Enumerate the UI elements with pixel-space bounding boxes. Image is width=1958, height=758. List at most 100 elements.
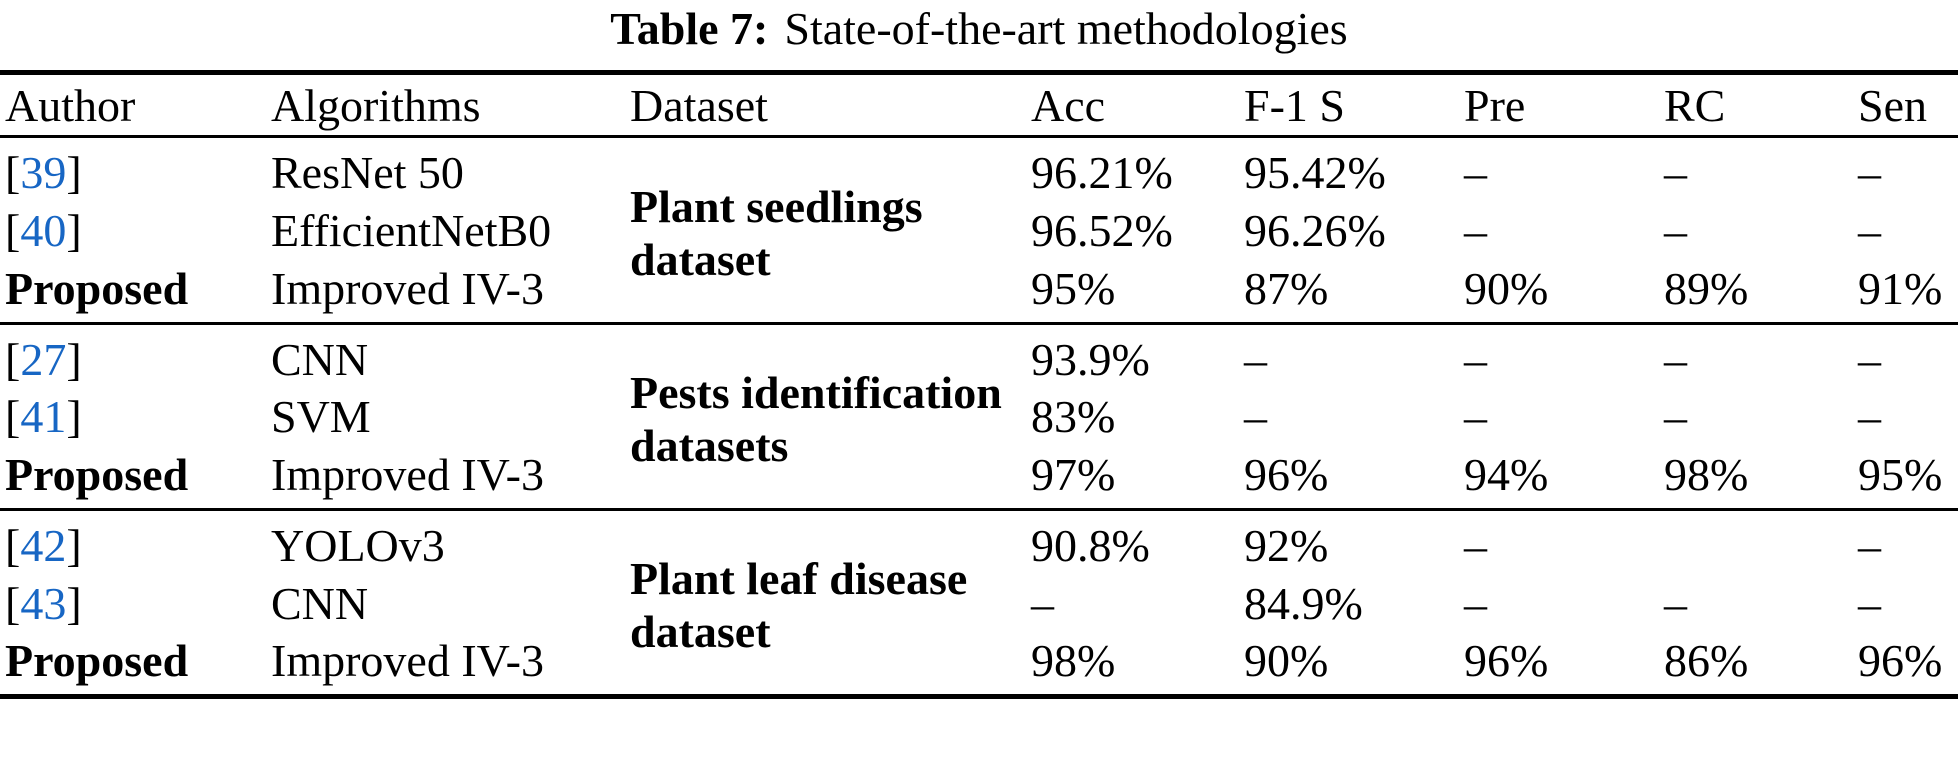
sen-value: – — [1858, 333, 1881, 385]
col-header-f1: F-1 S — [1244, 79, 1345, 131]
citation-bracket: [ — [5, 391, 21, 442]
f1-value: 96.26% — [1244, 204, 1386, 256]
citation-link[interactable]: 27 — [20, 333, 67, 385]
algorithm-cell: Improved IV-3 — [271, 262, 544, 314]
group-plant-seedlings: [39] ResNet 50 Plant seedlings dataset 9… — [0, 136, 1958, 324]
col-header-dataset: Dataset — [630, 79, 768, 131]
rc-value: – — [1664, 577, 1687, 629]
f1-value: – — [1244, 391, 1267, 442]
table-row: [40] EfficientNetB0 96.52% 96.26% – – – — [0, 199, 1958, 261]
rc-value — [1664, 510, 1858, 573]
pre-value: – — [1464, 391, 1487, 442]
rc-value: – — [1664, 204, 1687, 256]
col-header-author: Author — [5, 79, 136, 131]
table-row: [43] CNN – 84.9% – – – — [0, 572, 1958, 634]
author-citation-cell: [40] — [0, 199, 271, 261]
algorithm-cell: ResNet 50 — [271, 147, 464, 198]
col-header-algorithms: Algorithms — [271, 79, 481, 131]
sen-value: – — [1858, 577, 1881, 629]
algorithm-cell: CNN — [271, 577, 369, 629]
citation-link[interactable]: 41 — [20, 391, 67, 442]
sen-value: – — [1858, 520, 1881, 571]
author-proposed-cell: Proposed — [5, 635, 189, 687]
pre-value: – — [1464, 204, 1487, 256]
pre-value: – — [1464, 333, 1487, 385]
citation-bracket: ] — [66, 147, 82, 198]
table-row: Proposed Improved IV-3 97% 96% 94% 98% 9… — [0, 448, 1958, 510]
acc-value: 96.21% — [1031, 147, 1173, 198]
citation-bracket: ] — [66, 391, 82, 442]
rc-value: 98% — [1664, 449, 1749, 501]
sen-value: 91% — [1858, 262, 1943, 314]
table-row: Proposed Improved IV-3 95% 87% 90% 89% 9… — [0, 261, 1958, 323]
rc-value: – — [1664, 333, 1687, 385]
table-row: Proposed Improved IV-3 98% 90% 96% 86% 9… — [0, 634, 1958, 696]
col-header-rc: RC — [1664, 79, 1726, 131]
author-citation-cell: [27] — [0, 323, 271, 386]
pre-value: 94% — [1464, 449, 1549, 501]
f1-value: 84.9% — [1244, 577, 1363, 629]
col-header-pre: Pre — [1464, 79, 1526, 131]
rc-value: 89% — [1664, 262, 1749, 314]
f1-value: 90% — [1244, 635, 1329, 687]
algorithm-cell: Improved IV-3 — [271, 449, 544, 501]
citation-link[interactable]: 42 — [20, 520, 67, 571]
acc-value: 83% — [1031, 391, 1116, 442]
acc-value: 95% — [1031, 262, 1116, 314]
rc-value: – — [1664, 147, 1687, 198]
f1-value: 95.42% — [1244, 147, 1386, 198]
algorithm-cell: CNN — [271, 333, 369, 385]
author-proposed-cell: Proposed — [5, 262, 189, 314]
table-caption-text: State-of-the-art methodologies — [784, 3, 1348, 54]
pre-value: – — [1464, 520, 1487, 571]
dataset-cell: Plant leaf disease dataset — [630, 553, 968, 658]
table-row: [27] CNN Pests identification datasets 9… — [0, 323, 1958, 472]
f1-value: 96% — [1244, 449, 1329, 501]
sen-value: – — [1858, 147, 1881, 198]
table-row: [42] YOLOv3 Plant leaf disease dataset 9… — [0, 510, 1958, 657]
acc-value: 97% — [1031, 449, 1116, 501]
citation-bracket: ] — [66, 520, 82, 571]
author-proposed-cell: Proposed — [5, 449, 189, 501]
f1-value: 92% — [1244, 520, 1329, 571]
citation-link[interactable]: 43 — [20, 577, 67, 629]
algorithm-cell: YOLOv3 — [271, 520, 445, 571]
algorithm-cell: EfficientNetB0 — [271, 204, 552, 256]
f1-value: – — [1244, 333, 1267, 385]
rc-value: 86% — [1664, 635, 1749, 687]
algorithm-cell: Improved IV-3 — [271, 635, 544, 687]
sen-value: – — [1858, 204, 1881, 256]
sen-value: 95% — [1858, 449, 1943, 501]
group-pests-identification: [27] CNN Pests identification datasets 9… — [0, 323, 1958, 510]
author-citation-cell: [39] — [0, 137, 271, 200]
pre-value: – — [1464, 577, 1487, 629]
pre-value: 96% — [1464, 635, 1549, 687]
citation-link[interactable]: 39 — [20, 147, 67, 198]
author-citation-cell: [41] — [0, 386, 271, 448]
algorithm-cell: SVM — [271, 391, 371, 442]
citation-bracket: ] — [66, 577, 82, 629]
author-citation-cell: [42] — [0, 510, 271, 573]
rc-value: – — [1664, 391, 1687, 442]
pre-value: – — [1464, 147, 1487, 198]
citation-bracket: [ — [5, 204, 21, 256]
header-row: Author Algorithms Dataset Acc F-1 S Pre … — [0, 73, 1958, 137]
results-table: Author Algorithms Dataset Acc F-1 S Pre … — [0, 70, 1958, 699]
citation-bracket: [ — [5, 147, 21, 198]
dataset-cell: Pests identification datasets — [630, 367, 1002, 472]
table-caption-label: Table 7: — [610, 3, 769, 54]
citation-bracket: ] — [66, 204, 82, 256]
citation-bracket: [ — [5, 333, 21, 385]
citation-bracket: [ — [5, 577, 21, 629]
table-row: [39] ResNet 50 Plant seedlings dataset 9… — [0, 137, 1958, 285]
table-row: [41] SVM 83% – – – – — [0, 386, 1958, 448]
acc-value: 98% — [1031, 635, 1116, 687]
citation-link[interactable]: 40 — [20, 204, 67, 256]
pre-value: 90% — [1464, 262, 1549, 314]
citation-bracket: ] — [66, 333, 82, 385]
f1-value: 87% — [1244, 262, 1329, 314]
col-header-acc: Acc — [1031, 79, 1106, 131]
sen-value: 96% — [1858, 635, 1943, 687]
table-caption: Table 7: State-of-the-art methodologies — [0, 0, 1958, 56]
